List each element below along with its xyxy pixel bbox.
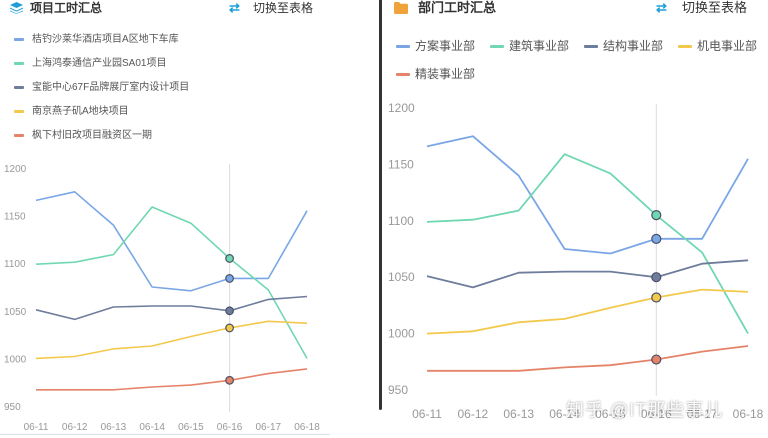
data-point xyxy=(225,254,234,263)
x-tick-label: 06-18 xyxy=(733,407,764,421)
legend-item[interactable]: 建筑事业部 xyxy=(490,38,569,54)
panel-header: 项目工时汇总 ⇄ 切换至表格 xyxy=(0,0,372,18)
series-line xyxy=(426,135,749,255)
series-line xyxy=(35,190,308,292)
legend-item[interactable]: 宝能中心67F品牌展厅室内设计项目 xyxy=(14,81,189,95)
folder-icon xyxy=(394,2,408,14)
legend-swatch xyxy=(14,37,24,41)
legend-item[interactable]: 方案事业部 xyxy=(396,38,475,54)
data-point xyxy=(651,210,662,221)
legend-swatch xyxy=(14,85,24,89)
x-tick-label: 06-14 xyxy=(549,407,580,421)
y-tick-label: 1200 xyxy=(388,101,415,115)
legend-label: 枫下村旧改项目融资区一期 xyxy=(32,130,152,141)
switch-arrows-icon[interactable]: ⇄ xyxy=(656,0,667,15)
data-point xyxy=(225,306,234,316)
data-point xyxy=(651,233,662,244)
legend-item[interactable]: 精装事业部 xyxy=(396,66,475,82)
data-point xyxy=(651,354,662,365)
legend-swatch xyxy=(678,45,692,49)
legend-label: 南京燕子矶A地块项目 xyxy=(32,106,129,117)
department-hours-panel: 部门工时汇总 ⇄ 切换至表格 方案事业部 建筑事业部 结构事业部 机电事业部 精… xyxy=(384,0,768,438)
y-tick-label: 1000 xyxy=(388,327,415,341)
legend-item[interactable]: 结构事业部 xyxy=(584,38,663,54)
series-line xyxy=(427,345,749,372)
x-tick-label: 06-13 xyxy=(101,422,127,433)
x-tick-label: 06-15 xyxy=(178,422,204,433)
legend-swatch xyxy=(14,109,24,113)
y-tick-label: 1050 xyxy=(4,307,27,318)
data-point xyxy=(651,292,662,303)
switch-to-table-button[interactable]: 切换至表格 xyxy=(682,0,748,15)
project-hours-chart: 950 1000 1050 1100 1150 1200 06-11 06-12 06-13 06… xyxy=(4,164,320,433)
legend-label: 桔钓沙莱华酒店项目A区地下车库 xyxy=(32,34,179,45)
x-tick-label: 06-17 xyxy=(687,407,718,421)
legend-item[interactable]: 上海鸿泰通信产业园SA01项目 xyxy=(14,57,166,71)
legend-item[interactable]: 南京燕子矶A地块项目 xyxy=(14,105,129,119)
legend-swatch xyxy=(14,133,24,137)
data-point xyxy=(225,274,234,283)
series-line xyxy=(426,288,749,335)
panel-title: 部门工时汇总 xyxy=(418,0,497,15)
legend-label: 上海鸿泰通信产业园SA01项目 xyxy=(32,58,167,69)
y-tick-label: 1150 xyxy=(388,157,414,171)
legend-label: 结构事业部 xyxy=(603,39,664,53)
x-tick-label: 06-14 xyxy=(139,422,165,433)
legend-label: 精装事业部 xyxy=(415,67,476,81)
series-line xyxy=(36,368,308,391)
series-line xyxy=(35,295,308,321)
legend-label: 建筑事业部 xyxy=(509,39,570,53)
x-tick-label: 06-12 xyxy=(458,407,489,421)
panel-header: 部门工时汇总 ⇄ 切换至表格 xyxy=(384,0,768,18)
x-tick-label: 06-12 xyxy=(62,422,88,433)
project-hours-panel: 项目工时汇总 ⇄ 切换至表格 桔钓沙莱华酒店项目A区地下车库 上海鸿泰通信产业园… xyxy=(0,0,372,438)
data-point xyxy=(225,375,234,385)
switch-to-table-button[interactable]: 切换至表格 xyxy=(253,1,314,15)
y-tick-label: 1000 xyxy=(4,354,27,365)
series-line xyxy=(426,153,749,335)
legend-swatch xyxy=(396,45,410,49)
y-tick-label: 950 xyxy=(388,383,408,397)
panel-divider xyxy=(379,0,382,410)
legend-label: 宝能中心67F品牌展厅室内设计项目 xyxy=(32,82,190,93)
switch-arrows-icon[interactable]: ⇄ xyxy=(229,0,240,15)
y-tick-label: 1150 xyxy=(4,212,26,223)
panel-title: 项目工时汇总 xyxy=(30,1,103,15)
series-line xyxy=(426,259,749,289)
series-line xyxy=(35,206,308,359)
x-tick-label: 06-13 xyxy=(503,407,534,421)
x-tick-label: 06-18 xyxy=(294,422,320,433)
department-hours-chart: 950 1000 1050 1100 1150 1200 06-11 06-12 06-13 06… xyxy=(388,101,764,421)
legend-label: 机电事业部 xyxy=(697,39,758,53)
series-line xyxy=(35,320,308,360)
x-tick-label: 06-11 xyxy=(24,422,49,433)
x-tick-label: 06-11 xyxy=(412,407,442,421)
legend-item[interactable]: 桔钓沙莱华酒店项目A区地下车库 xyxy=(14,33,179,47)
legend-item[interactable]: 机电事业部 xyxy=(678,38,757,54)
data-point xyxy=(225,323,234,333)
y-tick-label: 1100 xyxy=(4,259,26,270)
data-point xyxy=(651,272,662,283)
layers-icon xyxy=(10,2,23,14)
y-tick-label: 1200 xyxy=(4,164,27,175)
x-tick-label: 06-16 xyxy=(217,422,243,433)
legend-swatch xyxy=(14,61,24,65)
y-tick-label: 950 xyxy=(4,402,21,413)
divider xyxy=(0,434,330,435)
legend-label: 方案事业部 xyxy=(415,39,476,53)
legend-swatch xyxy=(584,45,598,49)
x-tick-label: 06-15 xyxy=(595,407,626,421)
legend-item[interactable]: 枫下村旧改项目融资区一期 xyxy=(14,129,152,143)
x-tick-label: 06-17 xyxy=(255,422,281,433)
legend-swatch xyxy=(490,45,504,49)
x-tick-label: 06-16 xyxy=(641,407,672,421)
watermark: 知乎 @IT那些事儿 xyxy=(566,400,724,420)
y-tick-label: 1050 xyxy=(388,270,415,284)
legend-swatch xyxy=(396,73,410,77)
y-tick-label: 1100 xyxy=(388,214,414,228)
